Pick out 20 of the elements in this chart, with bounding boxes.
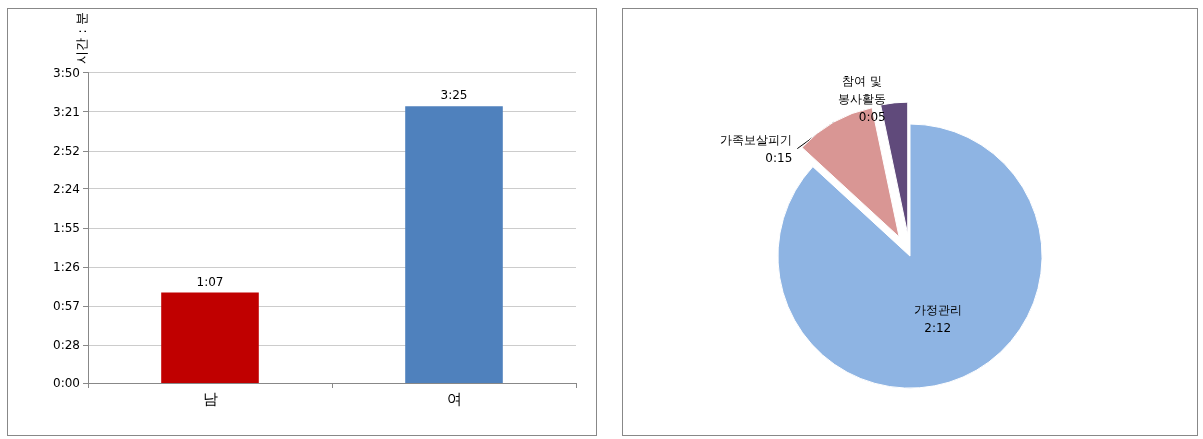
y-tick-label: 0:57: [53, 299, 80, 314]
slice-label: 가정관리: [913, 303, 962, 318]
y-axis-title: 시간 : 분: [74, 12, 89, 64]
data-label: 2:12: [924, 321, 952, 336]
data-label: 3:25: [440, 88, 468, 103]
data-label: 0:15: [765, 150, 793, 165]
y-tick-label: 3:21: [53, 104, 80, 119]
y-tick-label: 2:24: [53, 181, 80, 196]
data-label: 1:07: [196, 274, 224, 289]
slice-label: 가족보살피기: [720, 132, 793, 147]
x-tick-label: 남: [202, 389, 218, 408]
y-tick-label: 0:00: [53, 376, 80, 390]
y-tick-label: 0:28: [53, 338, 80, 353]
y-tick-label: 2:52: [53, 143, 80, 158]
slice-label: 참여 및 봉사활동: [837, 73, 886, 106]
y-tick-label: 3:50: [53, 65, 80, 80]
y-tick-label: 1:55: [53, 220, 80, 235]
x-tick-label: 여: [446, 389, 462, 408]
data-label: 0:05: [858, 109, 886, 124]
y-tick-label: 1:26: [53, 259, 80, 274]
